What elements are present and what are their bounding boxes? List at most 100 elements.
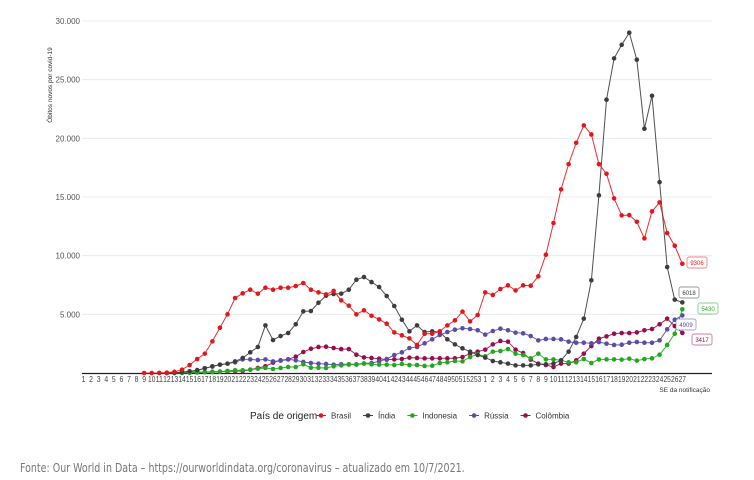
x-tick-label: 42: [391, 375, 399, 384]
x-tick-label: 11: [156, 375, 164, 384]
x-tick-label: 16: [194, 375, 202, 384]
data-point: [369, 279, 374, 285]
data-point: [482, 355, 488, 360]
data-point: [331, 345, 336, 351]
end-label-text: 6018: [682, 291, 696, 297]
data-point: [513, 351, 518, 356]
data-point: [323, 365, 329, 371]
data-point: [308, 365, 314, 371]
data-point: [285, 285, 291, 290]
end-label-box: [686, 256, 708, 269]
x-tick-label: 24: [656, 375, 664, 384]
data-point: [293, 354, 299, 359]
x-tick-label: 39: [368, 375, 376, 384]
data-point: [498, 326, 503, 331]
x-tick-label: 15: [186, 375, 194, 384]
data-point: [642, 356, 647, 362]
series-lines: [141, 30, 685, 376]
x-tick-label: 16: [595, 375, 603, 384]
data-point: [316, 365, 321, 371]
x-tick-label: 11: [557, 375, 565, 384]
data-point: [391, 362, 397, 368]
data-point: [354, 277, 359, 283]
data-point: [149, 370, 155, 376]
data-point: [566, 161, 571, 167]
data-point: [376, 359, 382, 364]
data-point: [164, 370, 170, 375]
legend-label: Rússia: [484, 412, 509, 421]
y-axis-label: Óbitos novos por covid-19: [45, 47, 54, 123]
data-point: [543, 252, 549, 258]
legend-item-colômbia: Colômbia: [520, 412, 570, 421]
data-point: [187, 362, 192, 368]
data-point: [263, 365, 268, 371]
end-labels: 9306 6018 5430 4909 3417: [675, 256, 719, 346]
data-point: [384, 321, 390, 327]
x-tick-label: 27: [679, 375, 687, 384]
data-point: [263, 323, 268, 328]
end-label: 4909: [675, 318, 697, 331]
data-point: [664, 230, 670, 236]
data-point: [634, 57, 640, 63]
data-point: [217, 362, 223, 367]
data-point: [619, 357, 624, 362]
x-tick-label: 26: [269, 375, 277, 384]
data-point: [528, 283, 534, 289]
data-point: [460, 309, 465, 314]
data-point: [338, 346, 344, 352]
data-point: [422, 356, 427, 361]
x-tick-label: 31: [307, 375, 315, 384]
x-tick-label: 8: [536, 375, 540, 384]
data-point: [354, 312, 359, 317]
data-point: [202, 366, 208, 371]
end-label-box: [697, 302, 719, 315]
x-tick-label: 4: [506, 375, 510, 384]
data-point: [551, 364, 556, 370]
data-point: [301, 362, 306, 367]
source-note: Fonte: Our World in Data – https://ourwo…: [20, 461, 465, 475]
x-tick-label: 24: [254, 375, 262, 384]
x-tick-label: 44: [406, 375, 414, 384]
data-point: [232, 368, 238, 373]
x-axis-label: SE da notificação: [659, 387, 710, 394]
x-tick-label: 9: [142, 375, 146, 384]
x-tick-label: 7: [529, 375, 533, 384]
data-point: [498, 348, 503, 354]
data-point: [634, 339, 640, 345]
x-tick-label: 17: [603, 375, 611, 384]
legend-marker: [410, 413, 415, 418]
data-point: [217, 369, 223, 374]
end-label: 6018: [678, 286, 700, 299]
x-tick-label: 40: [375, 375, 383, 384]
data-point: [308, 360, 314, 366]
data-point: [551, 361, 556, 366]
data-point: [414, 355, 420, 361]
data-point: [543, 336, 549, 342]
data-point: [187, 368, 192, 374]
x-tick-label: 5: [514, 375, 518, 384]
data-point: [566, 339, 571, 344]
data-point: [407, 345, 412, 351]
x-tick-label: 20: [224, 375, 232, 384]
y-tick-label: 10.000: [56, 252, 81, 261]
x-tick-label: 49: [444, 375, 452, 384]
x-tick-label: 13: [573, 375, 581, 384]
legend-marker: [365, 413, 371, 418]
data-point: [354, 362, 359, 367]
data-point: [536, 362, 541, 367]
x-tick-label: 15: [588, 375, 596, 384]
data-point: [293, 283, 299, 289]
x-tick-label: 25: [262, 375, 270, 384]
data-point: [217, 325, 223, 331]
y-tick-label: 25.000: [56, 76, 81, 85]
legend-label: Colômbia: [536, 412, 570, 421]
end-label-box: [691, 333, 713, 346]
data-point: [490, 358, 496, 364]
data-point: [558, 361, 564, 366]
data-point: [255, 291, 261, 296]
data-point: [210, 369, 215, 375]
x-tick-label: 22: [641, 375, 649, 384]
data-point: [566, 349, 571, 354]
data-point: [634, 219, 640, 225]
data-point: [589, 278, 594, 283]
